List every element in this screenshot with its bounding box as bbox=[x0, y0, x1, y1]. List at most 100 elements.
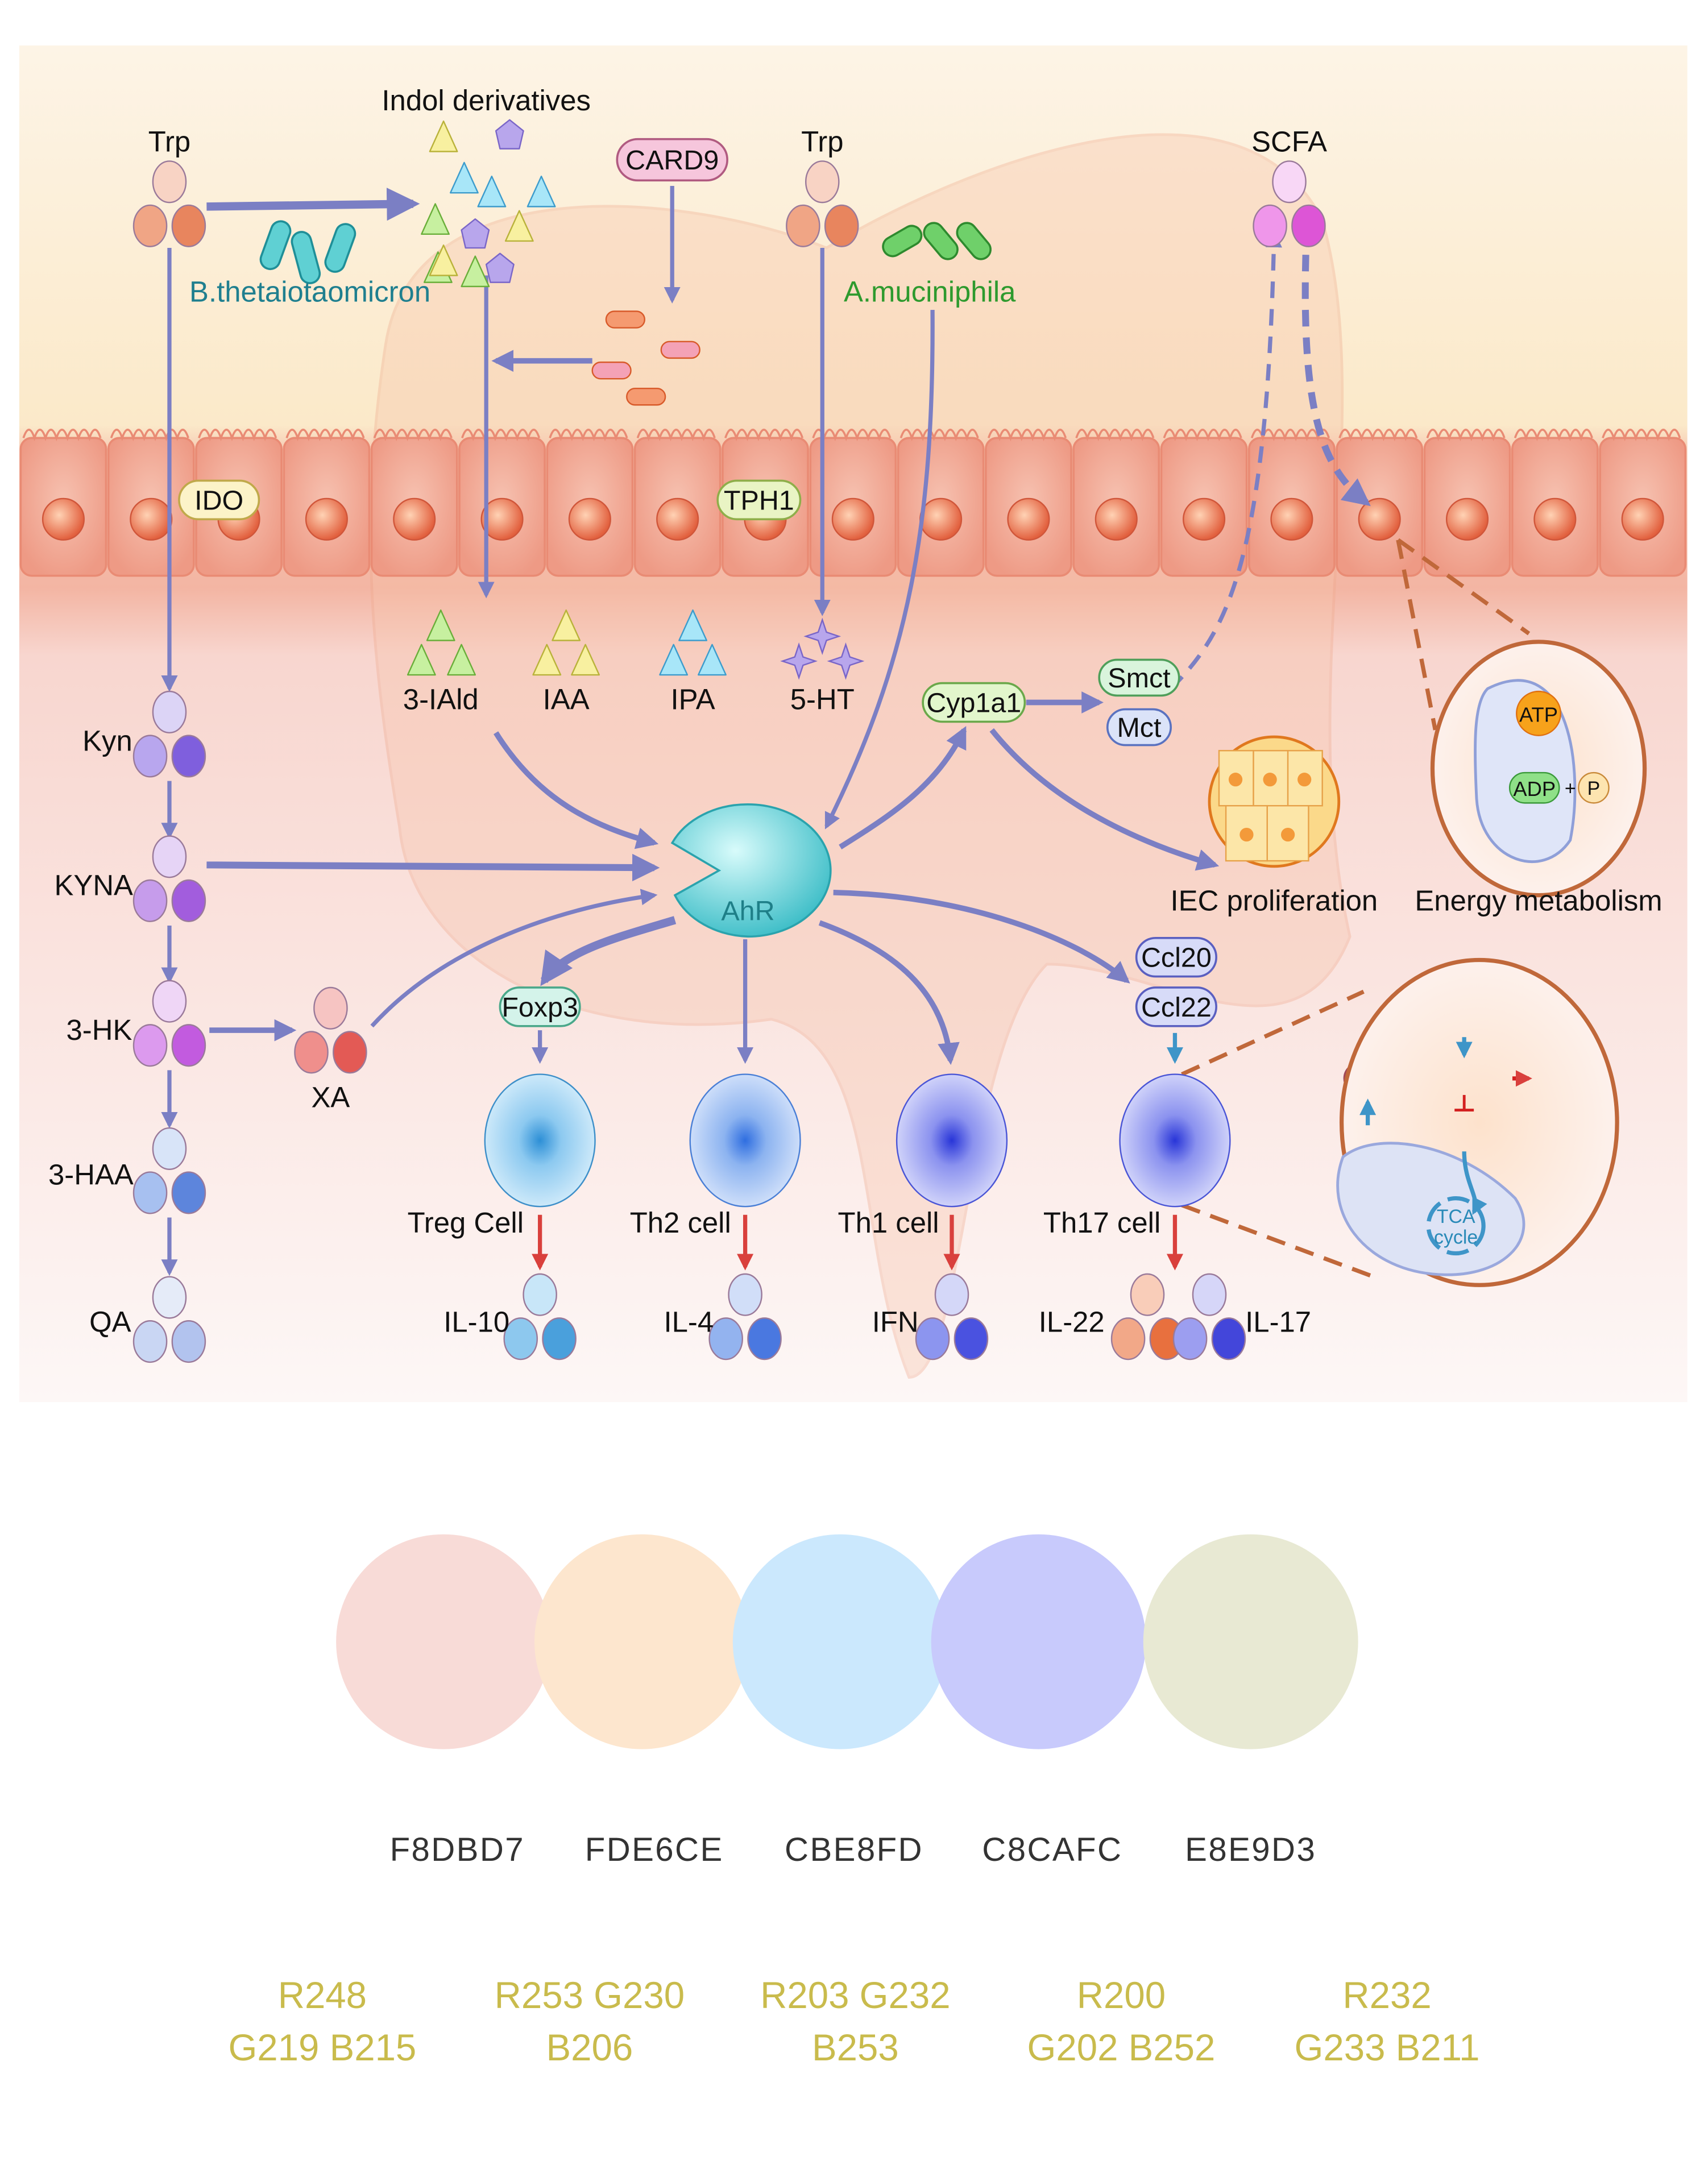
epithelial-cell bbox=[1160, 429, 1248, 577]
energy-metabolism-inset: ATP ADP + P bbox=[1430, 640, 1647, 898]
swatch-circle bbox=[534, 1534, 749, 1749]
cytokine-arrows bbox=[532, 1214, 1183, 1271]
nucleus-icon bbox=[1095, 497, 1138, 541]
il4-label: IL-4 bbox=[664, 1306, 714, 1338]
kyna-molecule-icon bbox=[132, 835, 206, 922]
nucleus-icon bbox=[393, 497, 436, 541]
th1-label: Th1 cell bbox=[838, 1206, 939, 1239]
btheta-bacteria-icon bbox=[259, 220, 356, 284]
th2-cell-icon bbox=[689, 1073, 801, 1208]
serotonin-molecule-icon bbox=[827, 642, 865, 680]
swatch-rgb: R253 G230 bbox=[495, 1975, 685, 2016]
epithelial-cell bbox=[370, 429, 458, 577]
swatch-circle bbox=[1143, 1534, 1358, 1749]
iaa-label: IAA bbox=[543, 683, 590, 716]
xa-molecule-icon bbox=[294, 986, 367, 1074]
epithelial-cell bbox=[985, 429, 1072, 577]
nucleus-icon bbox=[1183, 497, 1226, 541]
ccl20-pill: Ccl20 bbox=[1135, 936, 1217, 978]
nucleus-icon bbox=[1533, 497, 1577, 541]
swatch-rgb: R248 bbox=[278, 1975, 367, 2016]
swatch-rgb: G219 B215 bbox=[228, 2027, 416, 2068]
pathway-arrows bbox=[161, 186, 1371, 1276]
nucleus-icon bbox=[1621, 497, 1664, 541]
flagellated-bacteria-icon bbox=[591, 310, 700, 406]
swatch-rgb: R200 bbox=[1077, 1975, 1166, 2016]
xa-label: XA bbox=[311, 1081, 350, 1114]
indole-molecule-icon bbox=[698, 644, 727, 676]
nucleus-icon bbox=[1270, 497, 1313, 541]
indole-molecule-icon bbox=[678, 609, 707, 641]
epithelial-cell bbox=[1423, 429, 1511, 577]
energy-metabolism-label: Energy metabolism bbox=[1415, 884, 1662, 916]
card9-pill: CARD9 bbox=[616, 138, 728, 182]
il10-label: IL-10 bbox=[443, 1306, 509, 1338]
trp-right-label: Trp bbox=[801, 125, 843, 157]
nucleus-icon bbox=[1358, 497, 1401, 541]
epithelial-cell bbox=[546, 429, 634, 577]
swatch-rgb: B253 bbox=[812, 2027, 899, 2068]
ccl22-pill: Ccl22 bbox=[1135, 986, 1217, 1027]
nucleus-icon bbox=[831, 497, 874, 541]
amucin-bacteria-icon bbox=[882, 222, 992, 260]
swatch-hex: CBE8FD bbox=[785, 1831, 923, 1868]
phosphate-label: P bbox=[1587, 778, 1601, 799]
cyp1a1-pill: Cyp1a1 bbox=[922, 682, 1026, 723]
kyn-molecule-icon bbox=[132, 690, 206, 778]
nucleus-icon bbox=[919, 497, 963, 541]
plus-label: + bbox=[1565, 778, 1576, 799]
palette-swatch: E8E9D3 R232 G233 B211 bbox=[1143, 1534, 1480, 2068]
trp-right-molecule-icon bbox=[786, 160, 859, 247]
th17-cell-icon bbox=[1119, 1073, 1231, 1208]
nucleus-icon bbox=[568, 497, 611, 541]
arrow-kyna-ahr bbox=[206, 853, 660, 882]
cyp1a1-label: Cyp1a1 bbox=[926, 687, 1021, 718]
il4-molecule-icon bbox=[708, 1273, 782, 1361]
3haa-label: 3-HAA bbox=[48, 1158, 134, 1191]
epithelial-cell bbox=[1511, 429, 1599, 577]
swatch-circle bbox=[732, 1534, 948, 1749]
mct-pill: Mct bbox=[1106, 708, 1172, 746]
nucleus-icon bbox=[1445, 497, 1489, 541]
palette-swatch: F8DBD7 R248 G219 B215 bbox=[228, 1534, 552, 2068]
epithelial-cell bbox=[283, 429, 371, 577]
indole-molecule-icon bbox=[449, 161, 479, 194]
epithelial-cell bbox=[458, 429, 546, 577]
swatch-circle bbox=[336, 1534, 552, 1749]
ccl22-label: Ccl22 bbox=[1141, 992, 1212, 1023]
swatch-rgb: G233 B211 bbox=[1295, 2027, 1480, 2068]
zoom-callout-lines bbox=[1181, 538, 1531, 1280]
swatch-rgb: R232 bbox=[1342, 1975, 1431, 2016]
qa-label: QA bbox=[89, 1306, 131, 1338]
arrow-scfa-dashed bbox=[1169, 231, 1282, 690]
nucleus-icon bbox=[130, 497, 173, 541]
3hk-label: 3-HK bbox=[66, 1014, 132, 1046]
tph1-pill: TPH1 bbox=[716, 479, 802, 521]
foxp3-pill: Foxp3 bbox=[499, 986, 581, 1027]
3hk-molecule-icon bbox=[132, 980, 206, 1067]
card9-label: CARD9 bbox=[625, 145, 719, 176]
il17-molecule-icon bbox=[1172, 1273, 1246, 1361]
indole-molecule-icon bbox=[659, 644, 689, 676]
ahr-receptor: AhR bbox=[670, 803, 832, 938]
epithelial-cell bbox=[897, 429, 985, 577]
arrow-trp-indol bbox=[206, 188, 420, 221]
indole-molecule-icon bbox=[532, 644, 562, 676]
btheta-label: B.thetaiotaomicron bbox=[189, 276, 430, 308]
3haa-molecule-icon bbox=[132, 1127, 206, 1214]
il17-label: IL-17 bbox=[1245, 1306, 1311, 1338]
indole-molecule-icon bbox=[421, 203, 450, 235]
kyna-label: KYNA bbox=[54, 869, 133, 902]
arrow-xa-ahr bbox=[370, 889, 658, 1028]
swatch-rgb: R203 G232 bbox=[760, 1975, 950, 2016]
arrow-indoles-ahr bbox=[494, 731, 659, 849]
ahr-label: AhR bbox=[721, 895, 774, 926]
iec-proliferation-icon bbox=[1208, 735, 1341, 868]
5ht-label: 5-HT bbox=[790, 683, 855, 716]
tca-label: TCA bbox=[1437, 1206, 1475, 1227]
indole-molecule-icon bbox=[407, 644, 436, 676]
trp-left-label: Trp bbox=[148, 125, 190, 157]
adp-label: ADP bbox=[1513, 777, 1556, 800]
